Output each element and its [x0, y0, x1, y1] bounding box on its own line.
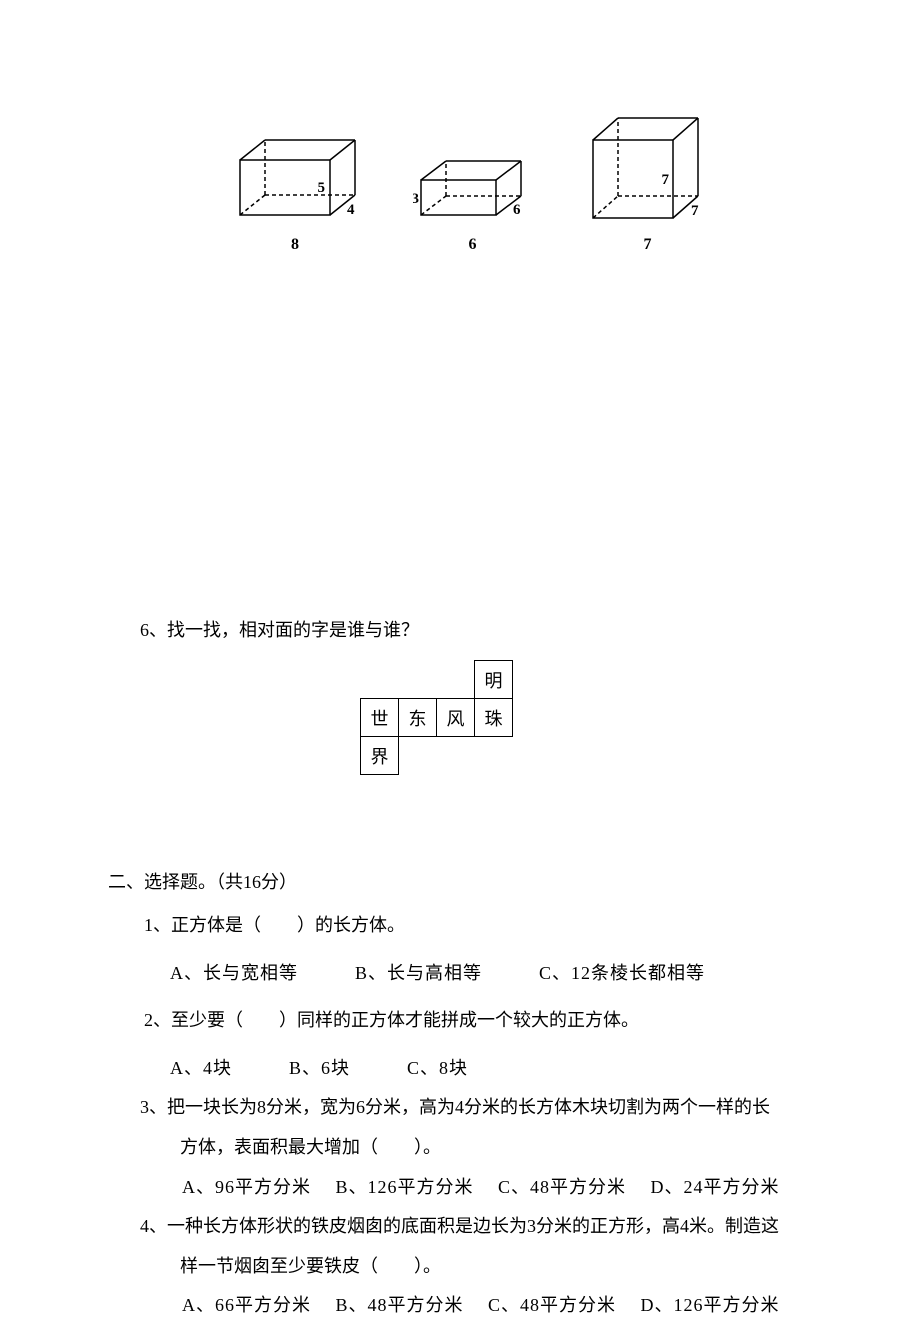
q3-line2: 方体，表面积最大增加（ ）。	[180, 1128, 848, 1168]
cube-l: 7	[644, 236, 652, 254]
q3-line1: 3、把一块长为8分米，宽为6分米，高为4分米的长方体木块切割为两个一样的长	[140, 1088, 848, 1128]
cuboid-figure-1: 5 4 8	[230, 130, 360, 254]
cuboid2-w: 6	[513, 202, 521, 218]
question-2-1-opts: A、长与宽相等 B、长与高相等 C、12条棱长都相等	[170, 954, 848, 994]
cuboid1-l: 8	[291, 236, 299, 254]
net-cell-ming: 明	[475, 661, 513, 699]
question-2-3-opts: A、96平方分米 B、126平方分米 C、48平方分米 D、24平方分米	[182, 1168, 848, 1208]
net-cell-shi: 世	[361, 699, 399, 737]
cuboid-figures-row: 5 4 8 3 6 6	[230, 110, 710, 254]
section-2: 二、选择题。（共16分） 1、正方体是（ ）的长方体。 A、长与宽相等 B、长与…	[108, 868, 848, 1326]
cube-figure: 7 7 7	[585, 110, 710, 254]
cube-h: 7	[662, 172, 670, 188]
net-cell-dong: 东	[399, 699, 437, 737]
question-2-4: 4、一种长方体形状的铁皮烟囱的底面积是边长为3分米的正方形，高4米。制造这 样一…	[140, 1207, 848, 1326]
cuboid2-h: 3	[413, 191, 419, 207]
cuboid1-h: 5	[318, 180, 326, 196]
cuboid-figure-2: 3 6 6	[413, 155, 533, 254]
question-2-2-opts: A、4块 B、6块 C、8块	[170, 1049, 848, 1089]
cube-net-grid: 明 世 东 风 珠 界	[360, 660, 513, 775]
net-cell-feng: 风	[437, 699, 475, 737]
cube-svg: 7 7	[585, 110, 710, 230]
net-cell-jie: 界	[361, 737, 399, 775]
question-2-4-opts: A、66平方分米 B、48平方分米 C、48平方分米 D、126平方分米	[182, 1286, 848, 1326]
section-2-header: 二、选择题。（共16分）	[108, 868, 848, 894]
cuboid1-w: 4	[347, 202, 355, 218]
question-6-text: 6、找一找，相对面的字是谁与谁？	[140, 616, 419, 642]
net-cell-zhu: 珠	[475, 699, 513, 737]
cuboid2-l: 6	[469, 236, 477, 254]
question-2-2: 2、至少要（ ）同样的正方体才能拼成一个较大的正方体。	[144, 1001, 848, 1041]
question-2-3: 3、把一块长为8分米，宽为6分米，高为4分米的长方体木块切割为两个一样的长 方体…	[140, 1088, 848, 1207]
cuboid2-svg: 3 6	[413, 155, 533, 230]
q4-line1: 4、一种长方体形状的铁皮烟囱的底面积是边长为3分米的正方形，高4米。制造这	[140, 1207, 848, 1247]
cuboid1-svg: 5 4	[230, 130, 360, 230]
q4-line2: 样一节烟囱至少要铁皮（ ）。	[180, 1247, 848, 1287]
question-2-1: 1、正方体是（ ）的长方体。	[144, 906, 848, 946]
cube-w: 7	[691, 203, 699, 219]
